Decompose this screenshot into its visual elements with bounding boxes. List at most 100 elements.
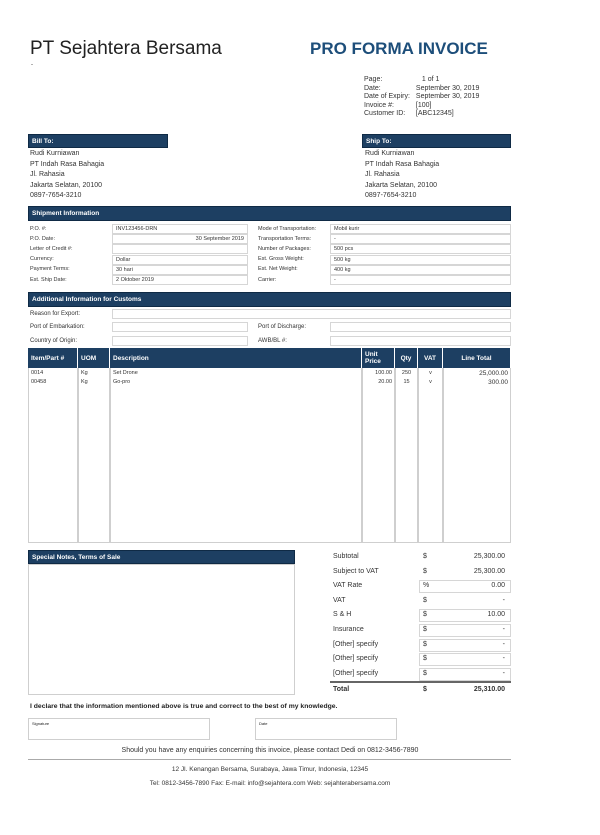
totals-field-box[interactable] — [419, 638, 511, 652]
items-cell: 300.00 — [488, 379, 508, 386]
shipment-label: P.O. #: — [30, 225, 47, 232]
signature-box[interactable]: Signature — [28, 718, 210, 740]
shipment-field[interactable]: 500 pcs — [330, 244, 511, 255]
totals-field-box[interactable] — [419, 580, 511, 594]
date-label: Date — [259, 721, 268, 726]
footer-address: 12 Jl. Kenangan Bersama, Surabaya, Jawa … — [171, 766, 369, 773]
totals-field-box[interactable] — [419, 667, 511, 681]
totals-row: Subject to VAT $25,300.00 — [330, 565, 511, 580]
shipment-label: Number of Packages: — [258, 245, 311, 252]
discharge-field[interactable] — [330, 322, 511, 332]
shipment-field[interactable]: INV123456-DRN — [112, 224, 248, 234]
shipment-field[interactable]: Dollar — [112, 254, 248, 265]
totals-row: [Other] specify $ - — [330, 667, 511, 682]
totals-field-box[interactable] — [419, 609, 511, 623]
items-cell: Kg — [81, 370, 88, 376]
totals-row: Subtotal $25,300.00 — [330, 550, 511, 565]
totals-currency: $ — [423, 553, 427, 560]
shipment-label: Transportation Terms: — [258, 235, 312, 242]
discharge-label: Port of Discharge: — [258, 324, 307, 330]
totals-value: 0.00 — [491, 582, 505, 590]
totals-currency: $ — [423, 640, 427, 648]
address-line: Rudi Kurniawan — [30, 150, 80, 157]
totals-field-box[interactable] — [419, 624, 511, 637]
shipment-field[interactable]: 500 kg — [330, 254, 511, 265]
totals-row: [Other] specify $ - — [330, 652, 511, 667]
shipment-label: Est. Net Weight: — [258, 266, 298, 273]
shipment-header: Shipment Information — [28, 206, 511, 221]
meta-label: Invoice #: — [364, 101, 394, 109]
reason-field[interactable] — [112, 309, 511, 319]
items-header-3: Unit Price — [362, 348, 395, 368]
totals-value: - — [502, 669, 505, 677]
totals-row: [Other] specify $ - — [330, 638, 511, 653]
shipment-field[interactable]: Mobil kurir — [330, 224, 511, 234]
address-line: Jakarta Selatan, 20100 — [365, 181, 437, 189]
meta-row: Customer ID: [ABC12345] — [364, 110, 485, 119]
address-line: Jl. Rahasia — [365, 171, 400, 178]
totals-value: - — [502, 596, 505, 604]
enquiry-text: Should you have any enquiries concerning… — [121, 747, 419, 754]
address-line: Jl. Rahasia — [30, 171, 65, 178]
items-cell: 250 — [401, 370, 412, 376]
items-cell: 25,000.00 — [479, 370, 508, 377]
company-name: PT Sejahtera Bersama — [30, 38, 222, 59]
items-cell: Go-pro — [113, 379, 131, 385]
shipment-field[interactable]: 30 September 2019 — [112, 234, 248, 245]
awb-label: AWB/BL #: — [258, 338, 287, 344]
totals-label: [Other] specify — [333, 655, 379, 663]
totals-row: S & H $10.00 — [330, 608, 511, 623]
shipment-field[interactable]: - — [330, 234, 511, 245]
date-box[interactable]: Date — [255, 718, 397, 740]
totals-label: S & H — [333, 611, 352, 619]
shipment-label: Mode of Transportation: — [258, 225, 317, 232]
totals-currency: $ — [423, 686, 427, 694]
items-column — [78, 368, 110, 543]
meta-row: Date: September 30, 2019 — [364, 85, 485, 94]
meta-row: Invoice #: [100] — [364, 102, 485, 111]
meta-value: 1 of 1 — [421, 76, 440, 83]
meta-value: September 30, 2019 — [415, 93, 480, 100]
shipment-field[interactable]: - — [330, 275, 511, 285]
totals-label: [Other] specify — [333, 640, 379, 648]
items-header-5: VAT — [418, 348, 443, 368]
totals-row: VAT $ - — [330, 594, 511, 609]
items-cell: 0014 — [31, 370, 44, 376]
meta-row: Date of Expiry: September 30, 2019 — [364, 93, 485, 102]
totals-value: 10.00 — [487, 611, 505, 619]
meta-label: Date: — [364, 84, 381, 92]
shipment-label: Carrier: — [258, 276, 277, 283]
items-cell: v — [429, 379, 432, 385]
address-line: PT Indah Rasa Bahagia — [30, 160, 105, 168]
shipment-field[interactable]: 30 hari — [112, 264, 248, 275]
totals-label: Subtotal — [333, 553, 359, 560]
items-header-4: Qty — [395, 348, 418, 368]
shipment-field[interactable]: 2 Oktober 2019 — [112, 275, 248, 285]
meta-value: [ABC12345] — [415, 110, 454, 117]
meta-label: Page: — [364, 76, 383, 83]
totals-label: Insurance — [333, 626, 364, 633]
totals-value: - — [502, 640, 505, 648]
awb-field[interactable] — [330, 336, 511, 346]
notes-box[interactable] — [28, 564, 295, 695]
items-cell: Set Drone — [113, 370, 138, 376]
shipment-field[interactable]: 400 kg — [330, 264, 511, 275]
items-cell: v — [429, 370, 432, 376]
embark-label: Port of Embarkation: — [30, 324, 85, 330]
address-line: 0897-7654-3210 — [30, 192, 82, 199]
shipment-label: Est. Gross Weight: — [258, 256, 304, 263]
shipment-field[interactable] — [112, 244, 248, 255]
totals-label: Total — [333, 686, 350, 694]
reason-label: Reason for Export: — [30, 311, 81, 317]
totals-row: Total $25,310.00 — [330, 681, 511, 696]
totals-currency: $ — [423, 596, 427, 604]
items-column — [362, 368, 395, 543]
items-column — [395, 368, 418, 543]
totals-value: 25,300.00 — [473, 553, 505, 560]
totals-field-box[interactable] — [419, 653, 511, 667]
embark-field[interactable] — [112, 322, 248, 332]
totals-value: 25,310.00 — [473, 686, 505, 694]
items-column — [28, 368, 78, 543]
items-header-6: Line Total — [443, 348, 511, 368]
origin-field[interactable] — [112, 336, 248, 346]
